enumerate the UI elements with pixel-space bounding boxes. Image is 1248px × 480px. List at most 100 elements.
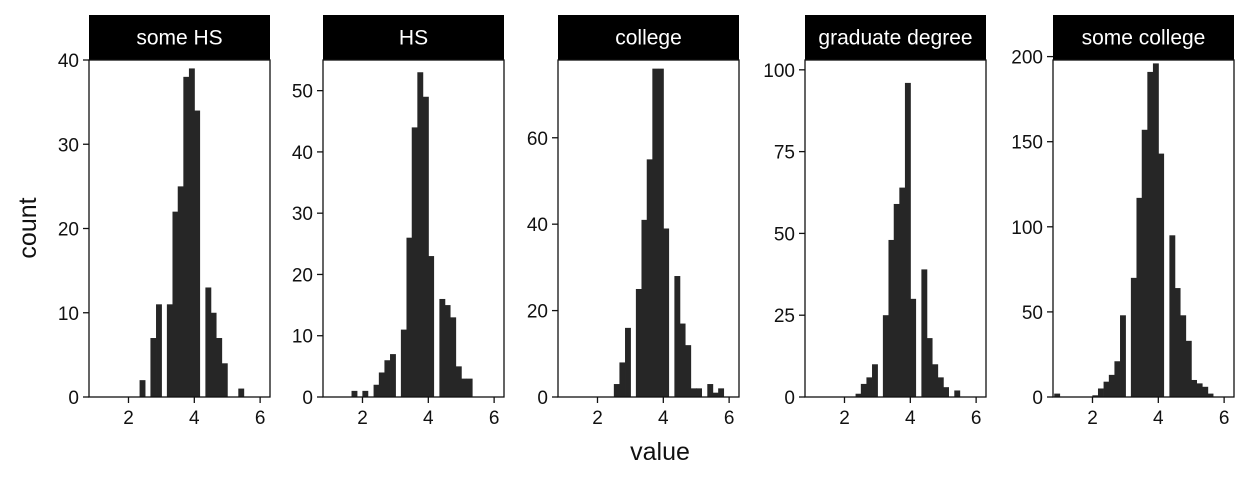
histogram-bar bbox=[205, 287, 212, 397]
panel-frame bbox=[1052, 59, 1235, 398]
y-tick-label: 200 bbox=[1011, 48, 1043, 69]
x-tick-label: 2 bbox=[123, 408, 134, 429]
histogram-bar bbox=[663, 228, 670, 397]
x-tick-label: 2 bbox=[839, 408, 850, 429]
x-tick-label: 2 bbox=[357, 408, 368, 429]
y-tick-label: 100 bbox=[763, 61, 795, 82]
histogram-bar bbox=[1158, 153, 1165, 397]
x-tick-label: 2 bbox=[592, 408, 603, 429]
histogram-bar bbox=[679, 323, 686, 397]
y-tick-label: 0 bbox=[784, 388, 795, 409]
y-tick-label: 60 bbox=[527, 129, 548, 150]
histogram-bar bbox=[1207, 393, 1214, 397]
histogram-bar bbox=[1152, 63, 1159, 398]
histogram-bar bbox=[685, 345, 692, 397]
y-tick-label: 50 bbox=[292, 82, 313, 103]
y-tick-label: 30 bbox=[292, 204, 313, 225]
histogram-bar bbox=[466, 378, 473, 397]
facet-strip bbox=[89, 15, 270, 60]
facet-title: some college bbox=[1082, 27, 1206, 50]
histogram-bar bbox=[657, 68, 664, 397]
histogram-bar bbox=[926, 338, 933, 397]
histogram-bar bbox=[210, 312, 217, 397]
histogram-bar bbox=[455, 366, 462, 397]
histogram-bar bbox=[139, 380, 146, 397]
histogram-bar bbox=[882, 315, 889, 397]
histogram-bar bbox=[166, 304, 173, 397]
histogram-bar bbox=[351, 390, 358, 397]
facet-strip bbox=[1053, 15, 1234, 60]
x-tick-label: 4 bbox=[1153, 408, 1164, 429]
facet-title: college bbox=[615, 27, 682, 50]
histogram-bar bbox=[1147, 71, 1154, 397]
y-tick-label: 50 bbox=[1022, 303, 1043, 324]
histogram-bar bbox=[373, 384, 380, 397]
histogram-bar bbox=[652, 68, 659, 397]
y-tick-label: 40 bbox=[292, 143, 313, 164]
facet-panel: graduate degree 0 25 50 75 100 2 4 6 bbox=[763, 15, 987, 429]
panel-frame bbox=[322, 59, 505, 398]
facet-panel: some HS 0 10 20 30 40 2 4 6 bbox=[58, 15, 271, 429]
histogram-bar bbox=[390, 354, 396, 397]
facet-strip bbox=[558, 15, 739, 60]
histogram-bar bbox=[910, 298, 917, 397]
y-tick-label: 20 bbox=[58, 220, 79, 241]
histogram-bar bbox=[156, 304, 162, 397]
x-tick-label: 4 bbox=[423, 408, 434, 429]
y-tick-label: 0 bbox=[68, 388, 79, 409]
y-tick-label: 75 bbox=[774, 143, 795, 164]
y-tick-label: 10 bbox=[58, 304, 79, 325]
histogram-bar bbox=[866, 377, 873, 397]
histogram-bar bbox=[718, 388, 725, 397]
panel-frame bbox=[804, 59, 987, 398]
histogram-bar bbox=[194, 110, 201, 398]
histogram-bar bbox=[1185, 340, 1192, 397]
x-tick-label: 4 bbox=[905, 408, 916, 429]
histogram-bar bbox=[411, 127, 418, 398]
histogram-bar bbox=[712, 392, 719, 397]
histogram-bar bbox=[422, 96, 429, 397]
histogram-bar bbox=[932, 364, 939, 397]
histogram-bar bbox=[444, 305, 451, 397]
histogram-bar bbox=[696, 388, 702, 397]
x-tick-label: 6 bbox=[724, 408, 735, 429]
histogram-bar bbox=[183, 76, 190, 397]
histogram-bar bbox=[674, 276, 681, 397]
x-tick-label: 6 bbox=[489, 408, 500, 429]
histogram-bar bbox=[1108, 374, 1115, 397]
y-tick-label: 0 bbox=[537, 388, 548, 409]
histogram-bar bbox=[177, 186, 184, 398]
y-tick-label: 40 bbox=[527, 215, 548, 236]
histogram-bar bbox=[238, 388, 245, 397]
histogram-bar bbox=[150, 338, 157, 397]
histogram-bar bbox=[1169, 235, 1176, 397]
histogram-bar bbox=[635, 288, 642, 397]
histogram-bar bbox=[362, 390, 369, 397]
x-tick-label: 2 bbox=[1087, 408, 1098, 429]
y-axis-title: count bbox=[14, 197, 42, 258]
histogram-bar bbox=[641, 219, 648, 397]
histogram-bar bbox=[899, 187, 906, 397]
histogram-bar bbox=[417, 72, 424, 397]
histogram-bar bbox=[1120, 315, 1126, 397]
histogram-bar bbox=[872, 364, 878, 397]
histogram-bar bbox=[1103, 381, 1110, 397]
histogram-bar bbox=[1141, 129, 1148, 397]
histogram-bar bbox=[450, 317, 457, 397]
histogram-bar bbox=[619, 362, 626, 397]
x-tick-label: 4 bbox=[189, 408, 200, 429]
panel-frame bbox=[557, 59, 740, 398]
histogram-bar bbox=[216, 338, 223, 397]
y-tick-label: 0 bbox=[1032, 388, 1043, 409]
histogram-bar bbox=[1092, 395, 1099, 397]
histogram-bar bbox=[625, 327, 631, 397]
y-tick-label: 30 bbox=[58, 135, 79, 156]
y-tick-label: 100 bbox=[1011, 218, 1043, 239]
y-tick-label: 150 bbox=[1011, 133, 1043, 154]
histogram-bar bbox=[1196, 383, 1203, 397]
y-tick-label: 10 bbox=[292, 327, 313, 348]
histogram-bar bbox=[378, 372, 385, 397]
histogram-bar bbox=[937, 377, 944, 397]
